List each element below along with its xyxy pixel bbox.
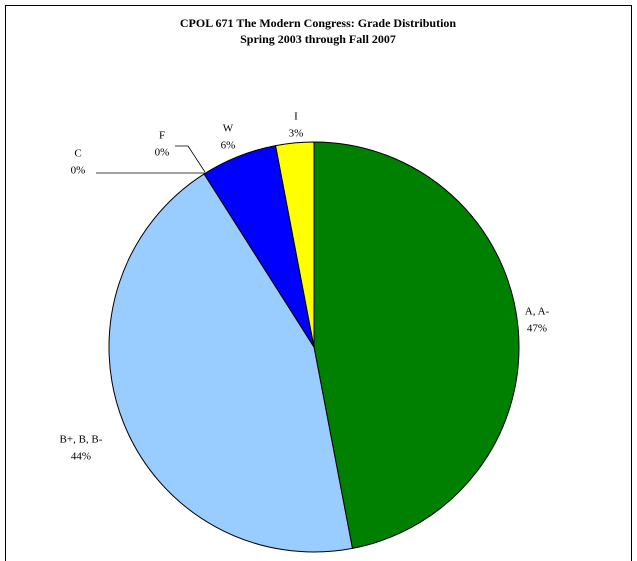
slice-label: F	[159, 130, 165, 142]
value-label: 6%	[221, 140, 236, 152]
value-label: 47%	[527, 323, 547, 335]
slice-label: A, A-	[525, 306, 550, 318]
chart-title: CPOL 671 The Modern Congress: Grade Dist…	[180, 16, 457, 30]
slice-label: W	[223, 123, 234, 135]
value-label: 44%	[71, 451, 91, 463]
value-label: 0%	[155, 147, 170, 159]
value-label: 0%	[71, 165, 86, 177]
chart-border	[5, 5, 632, 561]
pie-slice	[108, 173, 353, 553]
slice-label: B+, B, B-	[60, 434, 103, 446]
pie-slice	[275, 141, 315, 348]
pie-slice	[313, 141, 520, 549]
chart-subtitle: Spring 2003 through Fall 2007	[240, 32, 396, 46]
value-label: 3%	[289, 128, 304, 140]
leader-line	[175, 145, 206, 173]
slice-label: I	[294, 111, 298, 123]
slice-label: C	[74, 148, 81, 160]
